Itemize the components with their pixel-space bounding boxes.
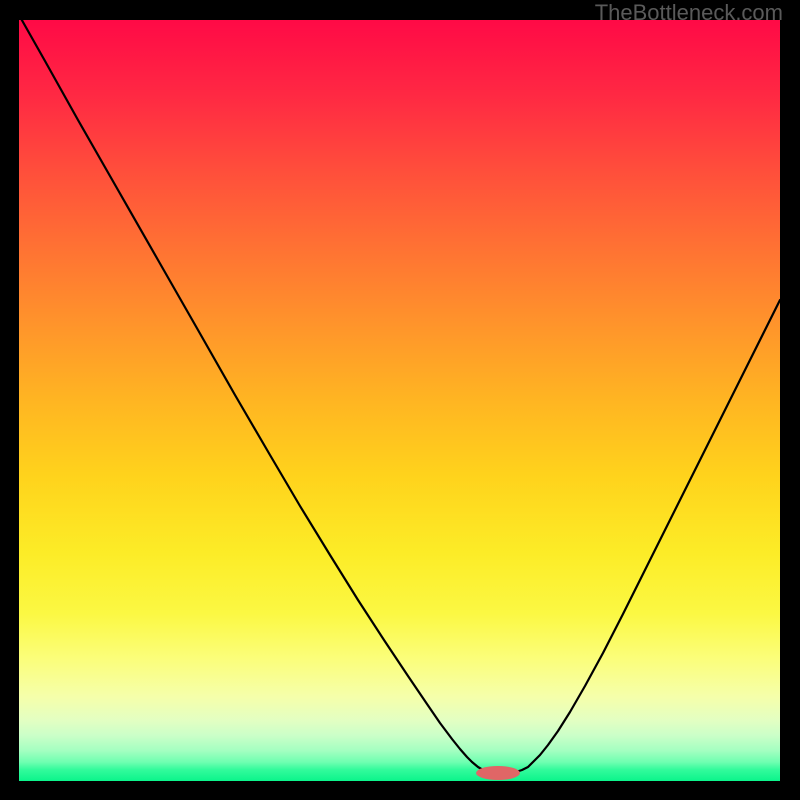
chart-svg xyxy=(0,0,800,800)
watermark-text: TheBottleneck.com xyxy=(595,0,783,26)
chart-gradient-bg xyxy=(19,20,780,781)
chart-container: TheBottleneck.com xyxy=(0,0,800,800)
optimal-marker xyxy=(476,766,520,780)
